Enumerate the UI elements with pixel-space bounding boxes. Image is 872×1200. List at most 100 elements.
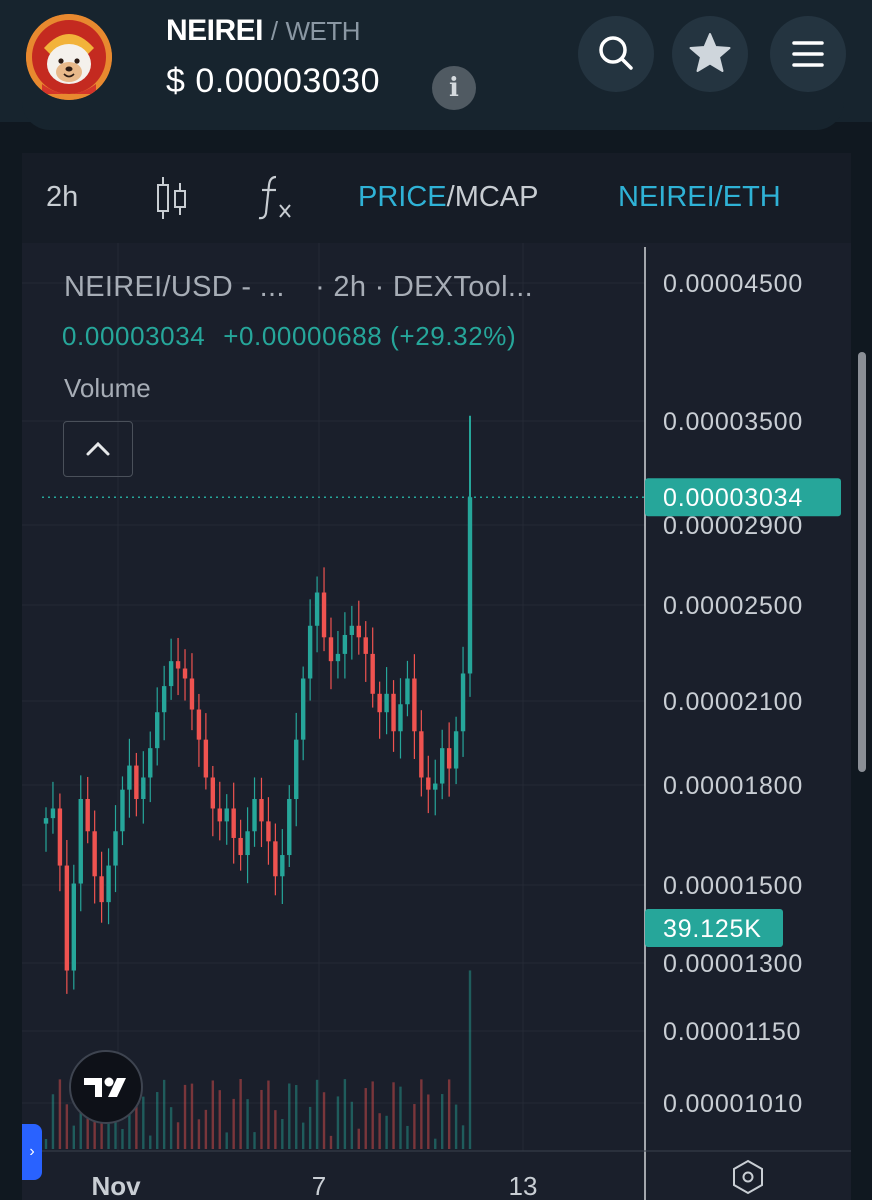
volume-bar: [322, 1092, 326, 1149]
candles-icon[interactable]: [152, 175, 192, 221]
candle-body: [57, 808, 63, 866]
price-chart[interactable]: 0.00004500 0.00003500 0.00002900 0.00002500…: [22, 243, 851, 1200]
candle-body: [384, 693, 389, 713]
candle-body: [460, 673, 466, 732]
volume-bar: [385, 1115, 388, 1149]
legend-interval: · 2h · DEXTool...: [315, 271, 533, 303]
volume-bar: [308, 1106, 312, 1149]
tradingview-logo[interactable]: [69, 1050, 143, 1124]
pair-separator: /: [270, 16, 278, 46]
pair-title: NEIREI / WETH: [166, 14, 360, 48]
volume-bar: [79, 1086, 82, 1149]
candle-body: [398, 704, 403, 732]
candle-body: [280, 855, 285, 877]
candle-body: [155, 712, 160, 749]
candle-body: [287, 798, 292, 856]
volume-bar: [336, 1096, 340, 1149]
volume-bar: [58, 1079, 62, 1149]
volume-bar: [176, 1122, 180, 1149]
volume-bar: [378, 1113, 381, 1149]
candle-body: [196, 709, 202, 740]
volume-bar: [413, 1104, 416, 1149]
candle-body: [294, 739, 299, 799]
price-toggle-label[interactable]: PRICE: [358, 181, 447, 213]
token-logo-image: [26, 14, 112, 100]
volume-bar: [399, 1086, 402, 1149]
chart-legend-values: 0.00003034 +0.00000688 (+29.32%): [62, 321, 516, 352]
last-volume-badge: [645, 909, 783, 947]
volume-bar: [183, 1084, 187, 1149]
volume-bar: [121, 1129, 124, 1149]
candles: [43, 415, 473, 994]
volume-bar: [253, 1132, 256, 1149]
volume-bar: [93, 1116, 96, 1149]
volume-bar: [211, 1080, 215, 1149]
volume-bar: [301, 1122, 305, 1149]
quote-symbol: WETH: [285, 16, 360, 46]
menu-button[interactable]: [770, 16, 846, 92]
search-icon: [599, 36, 633, 70]
pair-currency-toggle[interactable]: NEIREI/ETH: [618, 181, 781, 213]
favorite-button[interactable]: [672, 16, 748, 92]
volume-bar: [364, 1088, 367, 1149]
info-icon[interactable]: i: [432, 66, 476, 110]
volume-bar: [225, 1132, 228, 1149]
candle-body: [141, 777, 146, 799]
candle-body: [273, 841, 278, 877]
candle-body: [426, 777, 431, 790]
candle-body: [453, 731, 459, 769]
volume-bar: [274, 1110, 277, 1149]
volume-bar: [149, 1135, 152, 1149]
candle-body: [217, 808, 222, 822]
fx-icon[interactable]: [254, 173, 298, 221]
search-button[interactable]: [578, 16, 654, 92]
candle-body: [99, 876, 104, 903]
candle-body: [307, 625, 313, 679]
candle-body: [189, 678, 195, 710]
last-volume-label: 39.125K: [663, 915, 762, 943]
price-mcap-toggle[interactable]: PRICE/MCAP: [358, 181, 539, 214]
chart-settings-icon[interactable]: [733, 1159, 763, 1195]
candle-body: [328, 637, 334, 662]
volume-bar: [44, 1139, 48, 1149]
toggle-separator: /: [446, 181, 455, 213]
y-tick-label: 0.00002100: [663, 688, 803, 716]
volume-bar: [454, 1104, 458, 1149]
chart-toolbar: 2h PRICE/MCAP NEIREI/ETH: [22, 153, 851, 243]
candle-body: [335, 653, 341, 662]
volume-bar: [468, 970, 472, 1149]
page-scrollbar[interactable]: [858, 352, 866, 772]
volume-bar: [135, 1079, 138, 1149]
candle-body: [127, 765, 132, 790]
candle-body: [78, 798, 83, 884]
candle-body: [321, 592, 327, 638]
volume-bar: [447, 1079, 451, 1149]
volume-bar: [461, 1125, 465, 1149]
legend-symbol: NEIREI/USD - ...: [64, 271, 285, 303]
candle-body: [419, 731, 424, 778]
candle-body: [231, 808, 236, 838]
candle-body: [64, 865, 70, 971]
volume-bar: [190, 1083, 194, 1149]
menu-icon: [792, 41, 824, 67]
interval-selector[interactable]: 2h: [46, 181, 79, 213]
mcap-toggle-label[interactable]: MCAP: [454, 181, 539, 213]
token-logo[interactable]: [26, 14, 112, 100]
legend-change: +0.00000688 (+29.32%): [223, 321, 517, 351]
volume-bar: [260, 1089, 263, 1149]
candle-body: [113, 831, 118, 866]
collapse-legend-button[interactable]: [63, 421, 133, 477]
candle-body: [405, 678, 410, 705]
volume-bar: [239, 1079, 242, 1149]
volume-bar: [65, 1104, 69, 1149]
chart-legend-title: NEIREI/USD - ... · 2h · DEXTool...: [64, 271, 533, 304]
candle-body: [300, 678, 306, 740]
y-tick-label: 0.00002500: [663, 592, 803, 620]
volume-bar: [100, 1112, 103, 1149]
candle-body: [439, 748, 445, 784]
side-panel-toggle[interactable]: ›: [22, 1124, 42, 1180]
volume-bar: [420, 1079, 423, 1149]
candle-body: [266, 821, 271, 842]
volume-bar: [204, 1109, 208, 1149]
volume-bar: [162, 1079, 166, 1149]
